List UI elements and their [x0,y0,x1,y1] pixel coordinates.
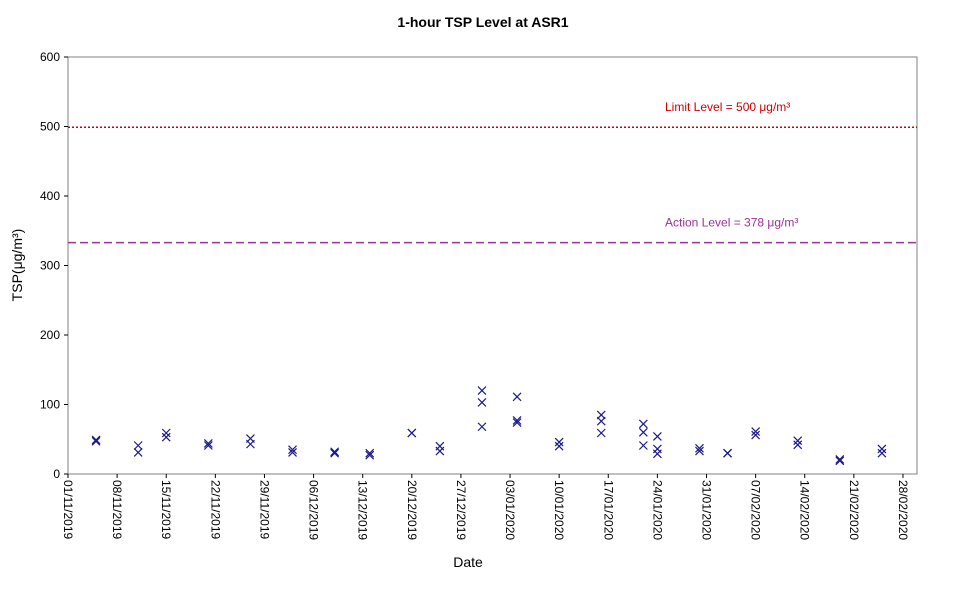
point [554,441,564,451]
x-tick-label: 29/11/2019 [257,480,271,539]
point [133,441,143,450]
point [203,438,213,448]
y-tick-label: 200 [40,328,60,342]
point [512,416,522,425]
x-tick-label: 10/01/2020 [552,480,566,540]
point [161,432,171,442]
point [91,436,101,446]
x-tick-label: 27/12/2019 [454,480,468,540]
plot-area [67,56,918,475]
point [652,449,662,459]
point [407,428,417,438]
point [793,440,803,450]
point [652,432,662,441]
point [596,410,606,420]
x-tick-label: 22/11/2019 [208,480,222,539]
y-tick-label: 300 [40,259,60,273]
point [288,445,297,455]
x-tick-label: 15/11/2019 [159,480,173,539]
point [91,435,101,445]
point [133,448,143,457]
y-tick-label: 0 [53,467,60,481]
point [365,448,375,458]
x-tick-label: 24/01/2020 [650,480,664,540]
y-tick-label: 400 [40,189,60,203]
point [835,456,845,466]
point [477,397,487,407]
x-tick-label: 08/11/2019 [110,480,124,539]
reference-label: Limit Level = 500 μg/m³ [665,100,790,114]
x-tick-label: 20/12/2019 [405,480,419,540]
point [596,416,606,426]
x-axis-label: Date [453,554,483,570]
point [695,446,704,456]
x-tick-label: 07/02/2020 [749,480,763,540]
x-tick-label: 03/01/2020 [503,480,517,540]
y-tick-label: 100 [40,398,60,412]
point [288,448,297,457]
point [330,448,340,458]
point [161,428,171,438]
point [554,437,564,447]
x-tick-label: 21/02/2020 [847,480,861,540]
point [203,441,213,450]
x-tick-label: 14/02/2020 [798,480,812,540]
point [596,428,606,438]
point [330,447,340,457]
x-tick-label: 17/01/2020 [601,480,615,540]
point [477,386,487,396]
point [835,454,845,464]
point [435,446,445,456]
chart-title: 1-hour TSP Level at ASR1 [397,14,568,30]
point [877,448,887,458]
x-tick-label: 01/11/2019 [61,480,75,539]
point [365,450,375,460]
point [512,392,522,402]
x-tick-label: 06/12/2019 [307,480,321,540]
point [477,422,487,432]
y-axis-label: TSP(μg/m³) [9,229,25,302]
point [793,436,803,446]
point [751,427,761,437]
point [695,443,704,453]
reference-label: Action Level = 378 μg/m³ [665,216,798,230]
point [877,444,887,454]
y-tick-label: 600 [40,50,60,64]
point [638,419,648,429]
point [512,418,522,427]
point [246,439,255,449]
x-tick-label: 13/12/2019 [356,480,370,540]
y-tick-label: 500 [40,120,60,134]
x-tick-label: 28/02/2020 [896,480,910,540]
point [638,441,648,450]
point [751,430,761,440]
point [638,427,648,437]
point [723,448,732,458]
x-tick-label: 31/01/2020 [700,480,714,540]
